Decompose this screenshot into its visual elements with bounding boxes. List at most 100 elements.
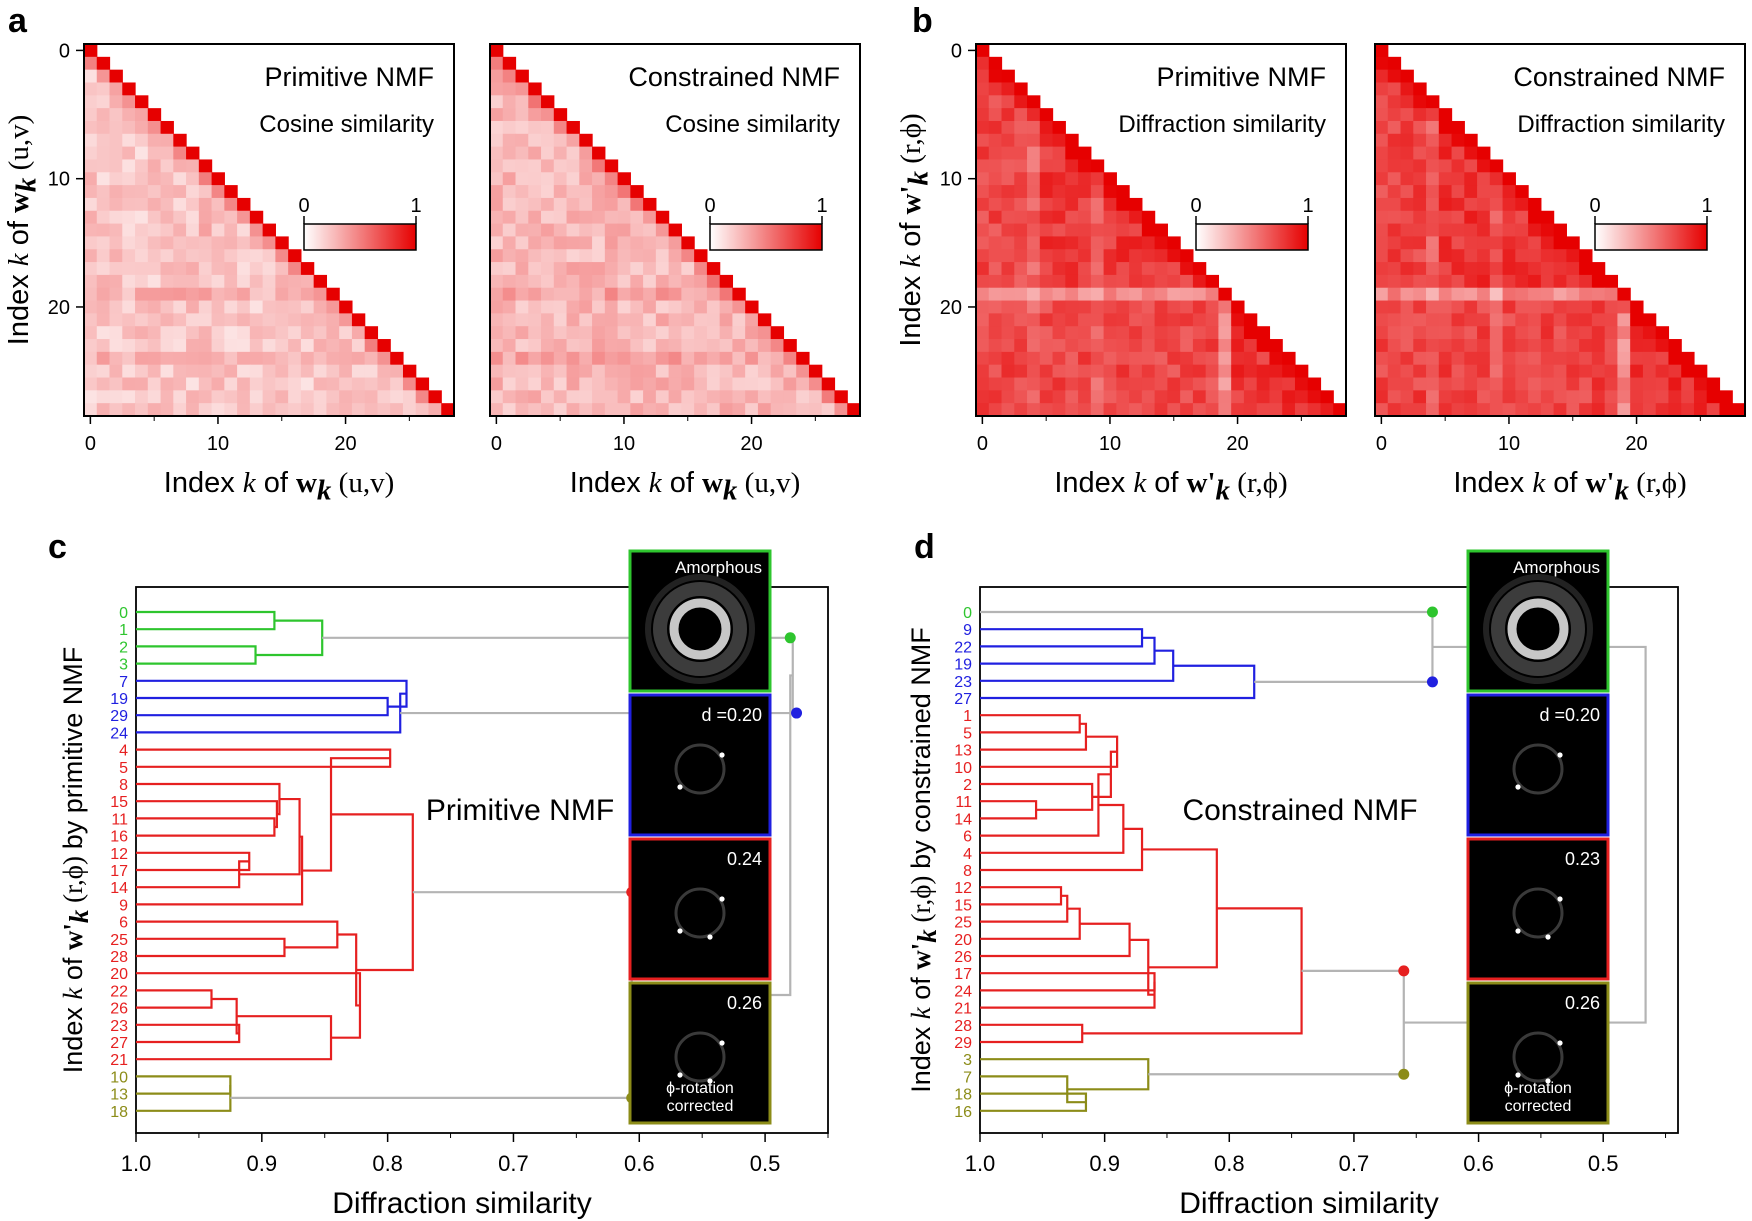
heatmap-cell (1307, 390, 1322, 404)
heatmap-cell (1103, 339, 1117, 353)
heatmap-cell (1451, 300, 1465, 314)
heatmap-cell (1400, 377, 1414, 391)
dendrogram-link (1148, 969, 1405, 1076)
heatmap-cell (1617, 390, 1631, 404)
heatmap-cell (1014, 326, 1028, 340)
heatmap-cell (630, 197, 644, 212)
heatmap-cell (617, 249, 631, 263)
heatmap-cell (668, 223, 682, 238)
heatmap-cell (643, 262, 657, 276)
heatmap-cell (579, 390, 593, 404)
heatmap-cell (681, 274, 695, 289)
heatmap-cell (211, 377, 225, 391)
heatmap-cell (415, 390, 430, 404)
heatmap-cell (262, 223, 276, 238)
heatmap-cell (109, 377, 123, 391)
heatmap-cell (1001, 172, 1015, 186)
heatmap-cell (96, 236, 111, 250)
heatmap-cell (1655, 377, 1670, 391)
heatmap-cell (668, 351, 682, 366)
heatmap-cell (1167, 326, 1181, 340)
heatmap-cell (579, 185, 593, 199)
heatmap-cell (1451, 249, 1465, 263)
heatmap-cell (84, 351, 98, 366)
heatmap-cell (351, 351, 366, 366)
heatmap-cell (847, 403, 861, 417)
heatmap-cell (377, 403, 391, 417)
heatmap-cell (668, 403, 682, 417)
heatmap-cell (668, 274, 682, 289)
heatmap-cell (1579, 403, 1593, 417)
heatmap-cell (617, 390, 631, 404)
heatmap-cell (428, 403, 442, 417)
heatmap-cell (1604, 390, 1619, 404)
heatmap-cell (1528, 262, 1542, 276)
heatmap-cell (706, 364, 721, 379)
heatmap-cell (1451, 133, 1465, 148)
leaf-label: 0 (963, 605, 972, 622)
heatmap-cell (313, 274, 328, 289)
heatmap-cell (681, 249, 695, 263)
heatmap-cell (553, 236, 568, 250)
heatmap-cell (1464, 210, 1478, 225)
heatmap-cell (1001, 185, 1015, 199)
heatmap-cell (339, 313, 353, 327)
heatmap-cell (147, 364, 162, 379)
cluster-node-red (1398, 965, 1410, 977)
heatmap-cell (668, 364, 682, 379)
heatmap-cell (211, 351, 225, 366)
heatmap-cell (1014, 95, 1028, 109)
dendrogram-link (980, 981, 1156, 1009)
heatmap-cell (1413, 185, 1427, 199)
heatmap-cell (515, 185, 529, 199)
heatmap-cell (643, 300, 657, 314)
heatmap-cell (1400, 133, 1414, 148)
heatmap-cell (1039, 377, 1054, 391)
heatmap-cell (706, 313, 721, 327)
heatmap-cell (1014, 210, 1028, 225)
heatmap-cell (770, 351, 785, 366)
heatmap-cell (1451, 313, 1465, 327)
heatmap-cell (1167, 339, 1181, 353)
dendrogram-link (980, 1058, 1150, 1091)
heatmap-cell (515, 159, 529, 173)
y-tick-label: 20 (940, 297, 962, 319)
heatmap-cell (1426, 326, 1440, 340)
heatmap-cell (976, 300, 990, 314)
heatmap-cell (604, 364, 619, 379)
x-tick-label: 0.5 (750, 1151, 781, 1176)
heatmap-cell (109, 146, 123, 161)
heatmap-cell (1167, 249, 1181, 263)
heatmap-cell (109, 197, 123, 212)
leaf-label: 12 (110, 846, 128, 863)
heatmap-cell (262, 351, 276, 366)
heatmap-cell (1630, 300, 1644, 314)
heatmap-cell (502, 377, 517, 391)
heatmap-cell (502, 210, 517, 225)
heatmap-cell (300, 377, 315, 391)
heatmap-cell (579, 274, 593, 289)
heatmap-cell (224, 236, 238, 250)
heatmap-cell (1553, 313, 1567, 327)
heatmap-cell (694, 313, 708, 327)
heatmap-cell (1477, 236, 1491, 250)
heatmap-cell (186, 159, 200, 173)
heatmap-cell (1400, 249, 1414, 263)
heatmap-cell (490, 159, 504, 173)
heatmap-cell (84, 249, 98, 263)
heatmap-cell (1693, 364, 1708, 379)
heatmap-cell (1027, 364, 1041, 379)
heatmap-cell (1231, 390, 1245, 404)
heatmap-cell (1540, 377, 1555, 391)
heatmap-cell (1387, 313, 1402, 327)
heatmap-cell (1515, 403, 1529, 417)
heatmap-cell (1566, 403, 1580, 417)
cluster-node-blue (1426, 676, 1438, 688)
dendrogram-link (136, 679, 408, 708)
heatmap-cell (1116, 390, 1130, 404)
heatmap-cell (681, 300, 695, 314)
heatmap-cell (1192, 339, 1207, 353)
heatmap-cell (976, 390, 990, 404)
heatmap-cell (770, 390, 785, 404)
